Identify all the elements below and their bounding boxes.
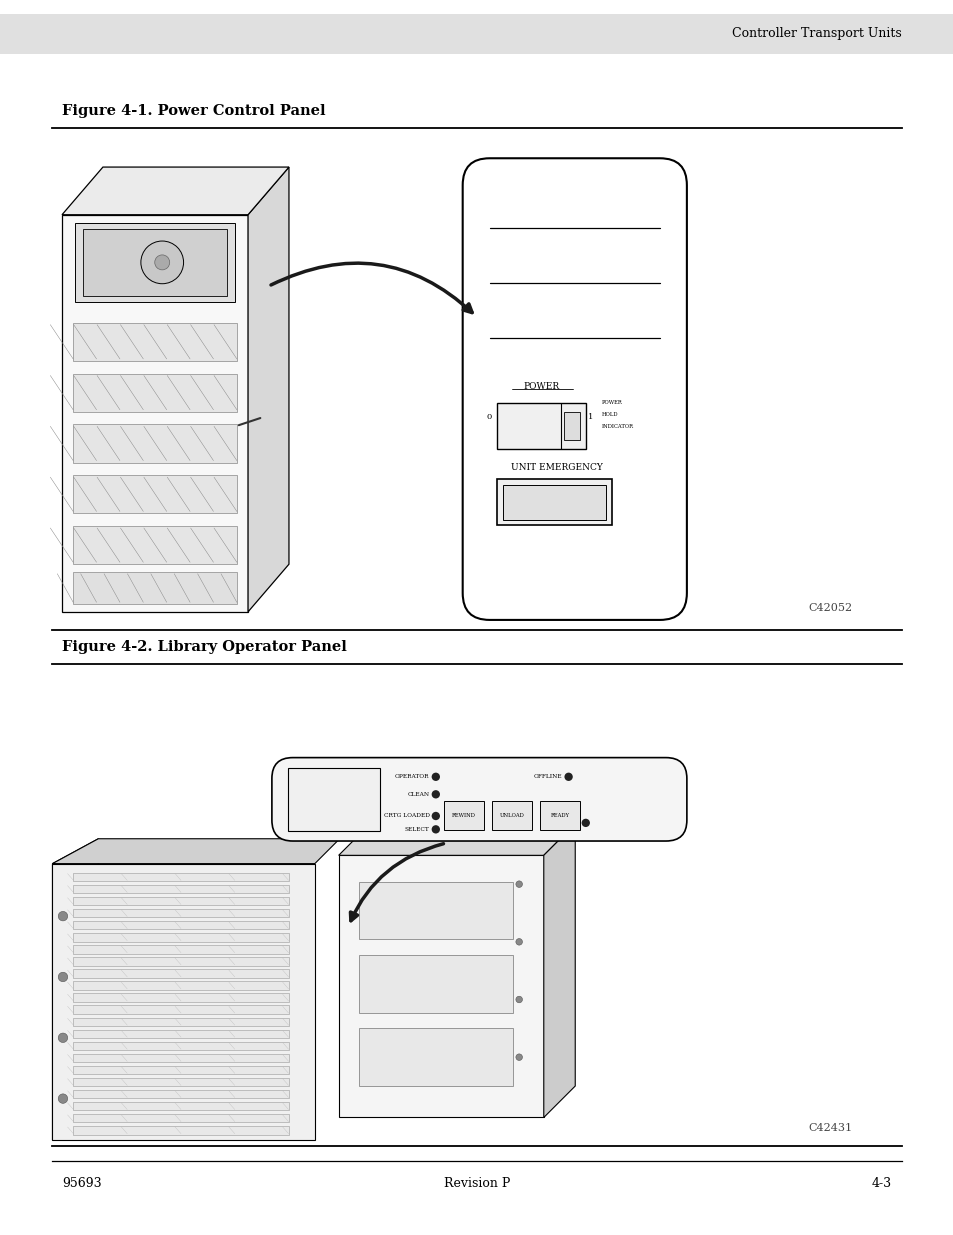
Text: UNLOAD: UNLOAD [499,813,523,818]
Circle shape [431,811,439,820]
Polygon shape [248,167,289,611]
Circle shape [516,939,522,945]
Text: C42431: C42431 [807,1123,851,1132]
Text: HOLD: HOLD [601,412,618,417]
Polygon shape [62,167,289,215]
Text: C42052: C42052 [807,603,851,613]
Bar [73,1018,288,1026]
Circle shape [141,241,183,284]
Text: POWER: POWER [522,383,558,391]
Text: 1: 1 [587,412,593,421]
Bar [358,1029,513,1086]
Polygon shape [338,856,543,1118]
Polygon shape [52,863,314,1140]
Circle shape [58,1094,68,1103]
Bar [73,1066,288,1074]
Bar [73,934,288,941]
Bar [497,403,585,450]
Bar [73,969,288,978]
Circle shape [581,819,589,827]
Text: SELECT: SELECT [404,827,429,832]
Text: POWER: POWER [601,400,621,405]
Text: Figure 4-2. Library Operator Panel: Figure 4-2. Library Operator Panel [62,640,347,655]
Bar [73,945,288,953]
Circle shape [58,1032,68,1042]
Text: INDICATOR: INDICATOR [601,424,633,429]
Bar [444,802,483,830]
Text: OPERATOR: OPERATOR [395,774,429,779]
Circle shape [58,911,68,921]
Bar [497,479,611,525]
Text: Figure 4-1. Power Control Panel: Figure 4-1. Power Control Panel [62,104,325,119]
FancyArrowPatch shape [271,263,472,312]
Text: Controller Transport Units: Controller Transport Units [731,27,901,41]
Bar [73,897,288,905]
Circle shape [564,773,572,781]
FancyBboxPatch shape [462,158,686,620]
FancyBboxPatch shape [272,757,686,841]
Polygon shape [62,215,248,611]
Bar [492,802,531,830]
Bar [563,412,579,440]
Bar [73,1126,288,1135]
Bar [539,802,579,830]
Bar [73,884,288,893]
Bar [358,955,513,1013]
Bar [73,921,288,930]
Bar [83,228,227,295]
Text: CLEAN: CLEAN [407,792,429,797]
Bar [75,222,234,303]
Text: 95693: 95693 [62,1177,102,1189]
Bar [73,1102,288,1110]
Polygon shape [543,824,575,1118]
Text: Revision P: Revision P [443,1177,510,1189]
Polygon shape [52,839,339,863]
Bar [358,882,513,939]
Circle shape [431,773,439,781]
Bar [73,322,236,361]
Text: READY: READY [550,813,569,818]
Bar [73,475,236,514]
Polygon shape [52,839,98,1140]
Text: 0: 0 [486,412,492,421]
Bar [73,982,288,989]
Bar [73,1041,288,1050]
Bar [73,1078,288,1087]
Bar [73,1114,288,1123]
Text: UNIT EMERGENCY: UNIT EMERGENCY [511,463,602,472]
Bar [73,1005,288,1014]
Bar [73,993,288,1002]
Bar [502,485,605,520]
Circle shape [516,1053,522,1061]
Circle shape [431,825,439,834]
Bar [73,572,236,604]
Text: REWIND: REWIND [452,813,476,818]
Bar [73,526,236,564]
Polygon shape [338,824,575,856]
Bar [73,373,236,411]
Circle shape [516,881,522,888]
Bar [73,1053,288,1062]
Circle shape [516,997,522,1003]
Circle shape [58,972,68,982]
Text: OFFLINE: OFFLINE [533,774,562,779]
Text: CRTG LOADED: CRTG LOADED [383,814,429,819]
Bar [73,909,288,918]
Bar [288,768,379,831]
Bar [73,1030,288,1039]
Bar [73,957,288,966]
Bar [73,1091,288,1098]
Text: 4-3: 4-3 [871,1177,891,1189]
FancyArrowPatch shape [350,844,443,921]
Bar [73,873,288,882]
Bar [73,425,236,463]
Circle shape [154,254,170,270]
Circle shape [431,790,439,799]
Bar [0,14,953,54]
